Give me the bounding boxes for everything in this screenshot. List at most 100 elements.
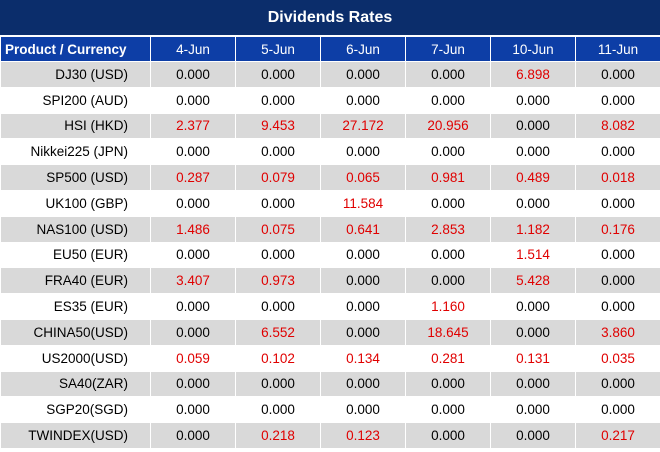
- table-row: TWINDEX(USD) 0.000 0.218 0.123 0.000 0.000 0.2…: [0, 422, 660, 449]
- dividend-value-cell: 0.000: [490, 138, 576, 166]
- dividend-value-cell: 0.000: [405, 396, 491, 424]
- table-row: NAS100 (USD) 1.486 0.075 0.641 2.853 1.182 0.1…: [0, 215, 660, 243]
- dividend-value-cell: 0.000: [150, 189, 236, 217]
- dividend-value-cell: 0.000: [575, 396, 660, 424]
- table-row: ES35 (EUR) 0.000 0.000 0.000 1.160 0.000 0.000: [0, 293, 660, 320]
- column-header-date: 5-Jun: [235, 36, 321, 62]
- product-name-cell: FRA40 (EUR): [0, 267, 151, 295]
- product-name-cell: SPI200 (AUD): [0, 86, 151, 114]
- table-row: SPI200 (AUD) 0.000 0.000 0.000 0.000 0.000 0.0…: [0, 86, 660, 114]
- dividend-value-cell: 0.000: [405, 241, 491, 269]
- dividend-value-cell: 6.552: [235, 318, 321, 346]
- dividend-value-cell: 0.000: [235, 61, 321, 88]
- dividends-table: Product / Currency 4-Jun 5-Jun 6-Jun 7-J…: [0, 36, 660, 449]
- dividend-value-cell: 0.000: [320, 396, 406, 424]
- table-row: SGP20(SGD) 0.000 0.000 0.000 0.000 0.000 0.000: [0, 396, 660, 424]
- dividend-value-cell: 0.000: [320, 241, 406, 269]
- dividend-value-cell: 0.000: [490, 396, 576, 424]
- column-header-date: 4-Jun: [150, 36, 236, 62]
- dividend-value-cell: 0.000: [320, 318, 406, 346]
- dividend-value-cell: 0.000: [575, 267, 660, 295]
- product-name-cell: Nikkei225 (JPN): [0, 138, 151, 166]
- dividend-value-cell: 0.981: [405, 164, 491, 191]
- product-name-cell: SP500 (USD): [0, 164, 151, 191]
- dividend-value-cell: 0.000: [320, 61, 406, 88]
- dividend-value-cell: 0.000: [490, 422, 576, 449]
- dividend-value-cell: 0.000: [575, 370, 660, 398]
- product-name-cell: SA40(ZAR): [0, 370, 151, 398]
- column-header-product: Product / Currency: [0, 36, 151, 62]
- dividend-value-cell: 0.000: [235, 86, 321, 114]
- dividend-value-cell: 0.000: [150, 61, 236, 88]
- dividend-value-cell: 0.000: [490, 189, 576, 217]
- column-header-date: 7-Jun: [405, 36, 491, 62]
- dividend-value-cell: 0.000: [235, 396, 321, 424]
- dividend-value-cell: 0.000: [575, 138, 660, 166]
- dividend-value-cell: 0.000: [320, 293, 406, 320]
- column-header-date: 10-Jun: [490, 36, 576, 62]
- dividend-value-cell: 0.000: [490, 370, 576, 398]
- dividend-value-cell: 0.000: [405, 189, 491, 217]
- dividend-value-cell: 0.065: [320, 164, 406, 191]
- dividend-value-cell: 0.123: [320, 422, 406, 449]
- dividend-value-cell: 0.134: [320, 344, 406, 372]
- dividend-value-cell: 0.000: [235, 370, 321, 398]
- dividend-value-cell: 0.000: [150, 370, 236, 398]
- dividend-value-cell: 18.645: [405, 318, 491, 346]
- dividend-value-cell: 0.000: [405, 138, 491, 166]
- dividend-value-cell: 0.000: [490, 86, 576, 114]
- dividend-value-cell: 11.584: [320, 189, 406, 217]
- product-name-cell: US2000(USD): [0, 344, 151, 372]
- dividend-value-cell: 0.000: [320, 138, 406, 166]
- dividend-value-cell: 0.000: [235, 241, 321, 269]
- dividend-value-cell: 27.172: [320, 112, 406, 140]
- dividend-value-cell: 0.000: [575, 61, 660, 88]
- product-name-cell: TWINDEX(USD): [0, 422, 151, 449]
- dividend-value-cell: 0.000: [575, 241, 660, 269]
- dividend-value-cell: 0.287: [150, 164, 236, 191]
- table-row: SP500 (USD) 0.287 0.079 0.065 0.981 0.489 0.01…: [0, 164, 660, 191]
- table-row: EU50 (EUR) 0.000 0.000 0.000 0.000 1.514 0.000: [0, 241, 660, 269]
- dividend-value-cell: 0.489: [490, 164, 576, 191]
- dividend-value-cell: 0.000: [235, 138, 321, 166]
- dividend-value-cell: 3.407: [150, 267, 236, 295]
- column-header-date: 6-Jun: [320, 36, 406, 62]
- dividend-value-cell: 0.000: [150, 318, 236, 346]
- dividend-value-cell: 0.000: [405, 86, 491, 114]
- product-name-cell: UK100 (GBP): [0, 189, 151, 217]
- table-row: CHINA50(USD) 0.000 6.552 0.000 18.645 0.000 3.…: [0, 318, 660, 346]
- product-name-cell: DJ30 (USD): [0, 61, 151, 88]
- table-row: US2000(USD) 0.059 0.102 0.134 0.281 0.131 0.03…: [0, 344, 660, 372]
- dividend-value-cell: 1.486: [150, 215, 236, 243]
- table-row: Nikkei225 (JPN) 0.000 0.000 0.000 0.000 0.000…: [0, 138, 660, 166]
- dividend-value-cell: 0.176: [575, 215, 660, 243]
- dividend-value-cell: 0.000: [235, 293, 321, 320]
- dividend-value-cell: 2.853: [405, 215, 491, 243]
- product-name-cell: SGP20(SGD): [0, 396, 151, 424]
- dividend-value-cell: 0.000: [150, 422, 236, 449]
- header-row: Product / Currency 4-Jun 5-Jun 6-Jun 7-J…: [0, 36, 660, 62]
- dividend-value-cell: 0.102: [235, 344, 321, 372]
- dividend-value-cell: 0.000: [150, 293, 236, 320]
- dividend-value-cell: 0.000: [150, 86, 236, 114]
- dividend-value-cell: 0.000: [575, 189, 660, 217]
- dividend-value-cell: 1.514: [490, 241, 576, 269]
- dividend-value-cell: 0.000: [490, 318, 576, 346]
- table-row: FRA40 (EUR) 3.407 0.973 0.000 0.000 5.428 0.00…: [0, 267, 660, 295]
- dividend-value-cell: 8.082: [575, 112, 660, 140]
- dividend-value-cell: 0.641: [320, 215, 406, 243]
- dividend-value-cell: 0.000: [320, 370, 406, 398]
- dividend-value-cell: 2.377: [150, 112, 236, 140]
- dividend-value-cell: 0.075: [235, 215, 321, 243]
- table-row: UK100 (GBP) 0.000 0.000 11.584 0.000 0.000 0.0…: [0, 189, 660, 217]
- product-name-cell: ES35 (EUR): [0, 293, 151, 320]
- dividend-value-cell: 1.182: [490, 215, 576, 243]
- dividend-value-cell: 0.000: [320, 86, 406, 114]
- dividend-value-cell: 0.000: [150, 138, 236, 166]
- dividend-value-cell: 0.059: [150, 344, 236, 372]
- dividend-value-cell: 1.160: [405, 293, 491, 320]
- table-row: HSI (HKD) 2.377 9.453 27.172 20.956 0.000 8.08…: [0, 112, 660, 140]
- dividend-value-cell: 6.898: [490, 61, 576, 88]
- dividend-value-cell: 0.000: [575, 293, 660, 320]
